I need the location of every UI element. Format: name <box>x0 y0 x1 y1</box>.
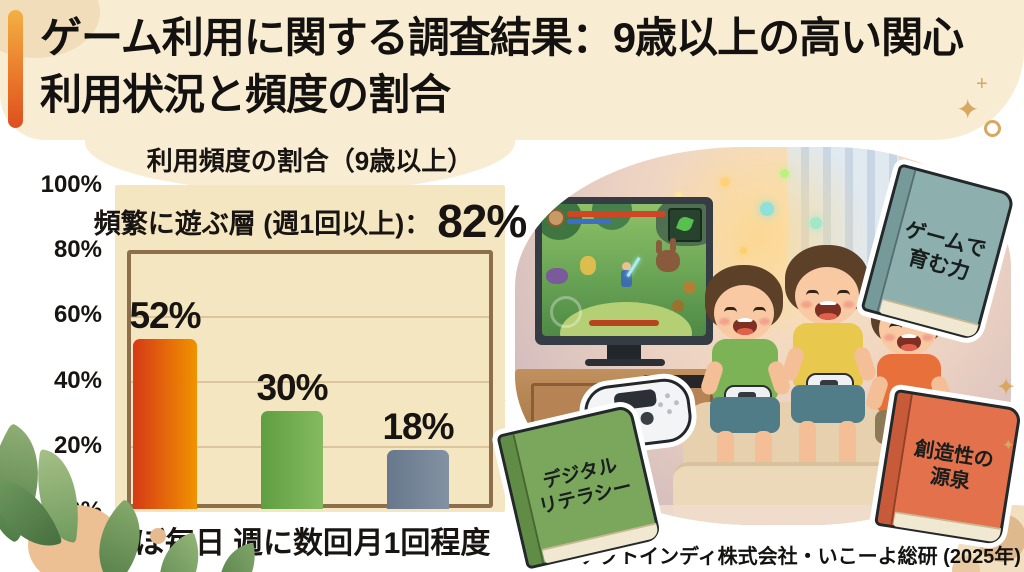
tv-stand <box>607 345 641 361</box>
glow-dot <box>760 202 774 216</box>
teeth <box>818 301 838 305</box>
blush <box>843 301 854 308</box>
page-title: ゲーム利用に関する調査結果：9歳以上の高い関心 利用状況と頻度の割合 <box>40 10 1000 123</box>
blush <box>759 318 770 325</box>
annotation-label: 頻繁に遊ぶ層 (週1回以上)： <box>93 208 432 239</box>
controller-stick <box>639 411 655 426</box>
star-sparkle-icon: ✦ <box>956 94 980 125</box>
smiling-mouth <box>897 334 921 351</box>
annotation-value: 82% <box>437 195 527 247</box>
book-creativity: 創造性の 源泉 <box>873 388 1023 546</box>
teeth <box>900 334 918 338</box>
bar-group-few-times-week: 30% <box>256 367 329 509</box>
minimap-glyph <box>676 215 694 233</box>
bottom-right-circle-decor-tiny <box>952 556 980 572</box>
game-monster-rabbit <box>656 250 680 272</box>
bar-value-label: 30% <box>256 367 328 408</box>
source-citation: 出典：アクトインディ株式会社・いこーよ総研 (2025年) <box>520 546 1021 568</box>
game-health-bar <box>567 211 623 217</box>
tongue <box>900 344 918 351</box>
glow-dot <box>740 247 747 254</box>
teeth <box>736 318 754 322</box>
tongue <box>736 328 754 335</box>
bar-1 <box>261 411 323 509</box>
plus-sparkle-icon: + <box>976 73 988 95</box>
star-sparkle-icon: ✦ <box>996 374 1017 401</box>
chart-title: 利用頻度の割合（9歳以上） <box>146 146 474 176</box>
x-label-once-month: 月1回程度 <box>353 527 491 560</box>
closed-eye <box>724 307 737 318</box>
game-joystick-overlay <box>550 296 582 328</box>
ring-sparkle-icon <box>984 120 1001 137</box>
game-mana-bar <box>567 219 611 224</box>
game-enemy-health-bar <box>620 211 666 217</box>
book-pages <box>893 511 1002 543</box>
blush <box>884 334 895 341</box>
game-hero-body <box>621 270 632 287</box>
game-button-overlay <box>683 281 696 294</box>
tongue <box>818 313 838 320</box>
teal-shorts <box>791 385 865 423</box>
smiling-mouth <box>733 318 757 335</box>
blush <box>801 301 812 308</box>
game-minimap <box>668 208 702 242</box>
y-tick-40: 40% <box>53 367 102 394</box>
game-hero-head <box>622 262 631 271</box>
game-tree <box>592 204 632 230</box>
page-title-line2: 利用状況と頻度の割合 <box>40 70 451 118</box>
glow-dot <box>780 169 789 178</box>
controller-button <box>666 408 673 415</box>
controller-button <box>664 392 671 399</box>
television <box>535 197 713 345</box>
bar-value-label: 52% <box>129 295 201 336</box>
game-button-overlay <box>672 300 684 312</box>
bar-group-once-month: 18% <box>382 406 455 509</box>
chart-annotation: 頻繁に遊ぶ層 (週1回以上)： 82% <box>94 193 528 249</box>
header-cream-blob <box>85 92 515 192</box>
gamepad-center <box>738 392 756 401</box>
star-sparkle-icon: ✦ <box>1002 437 1015 454</box>
leg <box>839 421 856 475</box>
game-hud-avatar <box>547 209 565 227</box>
y-tick-60: 60% <box>53 301 102 328</box>
glow-dot <box>675 192 682 199</box>
chart-panel: 頻繁に遊ぶ層 (週1回以上)： 82% 52% 30% 18% <box>94 185 528 512</box>
gridline-40 <box>131 381 489 383</box>
glow-dot <box>810 217 822 229</box>
orange-accent-bar <box>8 10 23 128</box>
glow-dot <box>720 177 730 187</box>
controller-button <box>673 399 680 406</box>
closed-eye <box>889 323 902 334</box>
game-monster-chick <box>580 256 596 275</box>
closed-eye <box>753 307 766 318</box>
gridline-60 <box>131 316 489 318</box>
tv-screen-game <box>542 204 706 336</box>
bar-group-almost-daily: 52% <box>129 295 202 509</box>
y-tick-80: 80% <box>53 236 102 263</box>
bar-value-label: 18% <box>382 406 454 447</box>
blush <box>922 334 933 341</box>
game-bottom-bar <box>589 320 659 326</box>
bar-2 <box>387 450 449 509</box>
bar-0 <box>133 339 197 509</box>
tan-dot-decor <box>150 528 166 544</box>
y-tick-20: 20% <box>53 432 102 459</box>
tv-stand-base <box>585 359 665 366</box>
closed-eye <box>806 290 819 301</box>
gamepad-center <box>820 380 838 389</box>
child-yellow-shirt <box>777 245 893 515</box>
smiling-mouth <box>815 301 841 320</box>
closed-eye <box>837 290 850 301</box>
plot-area: 52% 30% 18% <box>115 185 505 512</box>
y-tick-100: 100% <box>40 171 102 198</box>
blush <box>719 318 730 325</box>
teal-shorts <box>710 397 780 433</box>
game-monster-ear <box>656 240 662 254</box>
leg <box>799 421 816 475</box>
page-title-line1: ゲーム利用に関する調査結果：9歳以上の高い関心 <box>40 14 964 61</box>
controller-button <box>657 401 664 408</box>
game-monster-ear <box>670 238 676 252</box>
game-monster-purple <box>546 268 568 284</box>
